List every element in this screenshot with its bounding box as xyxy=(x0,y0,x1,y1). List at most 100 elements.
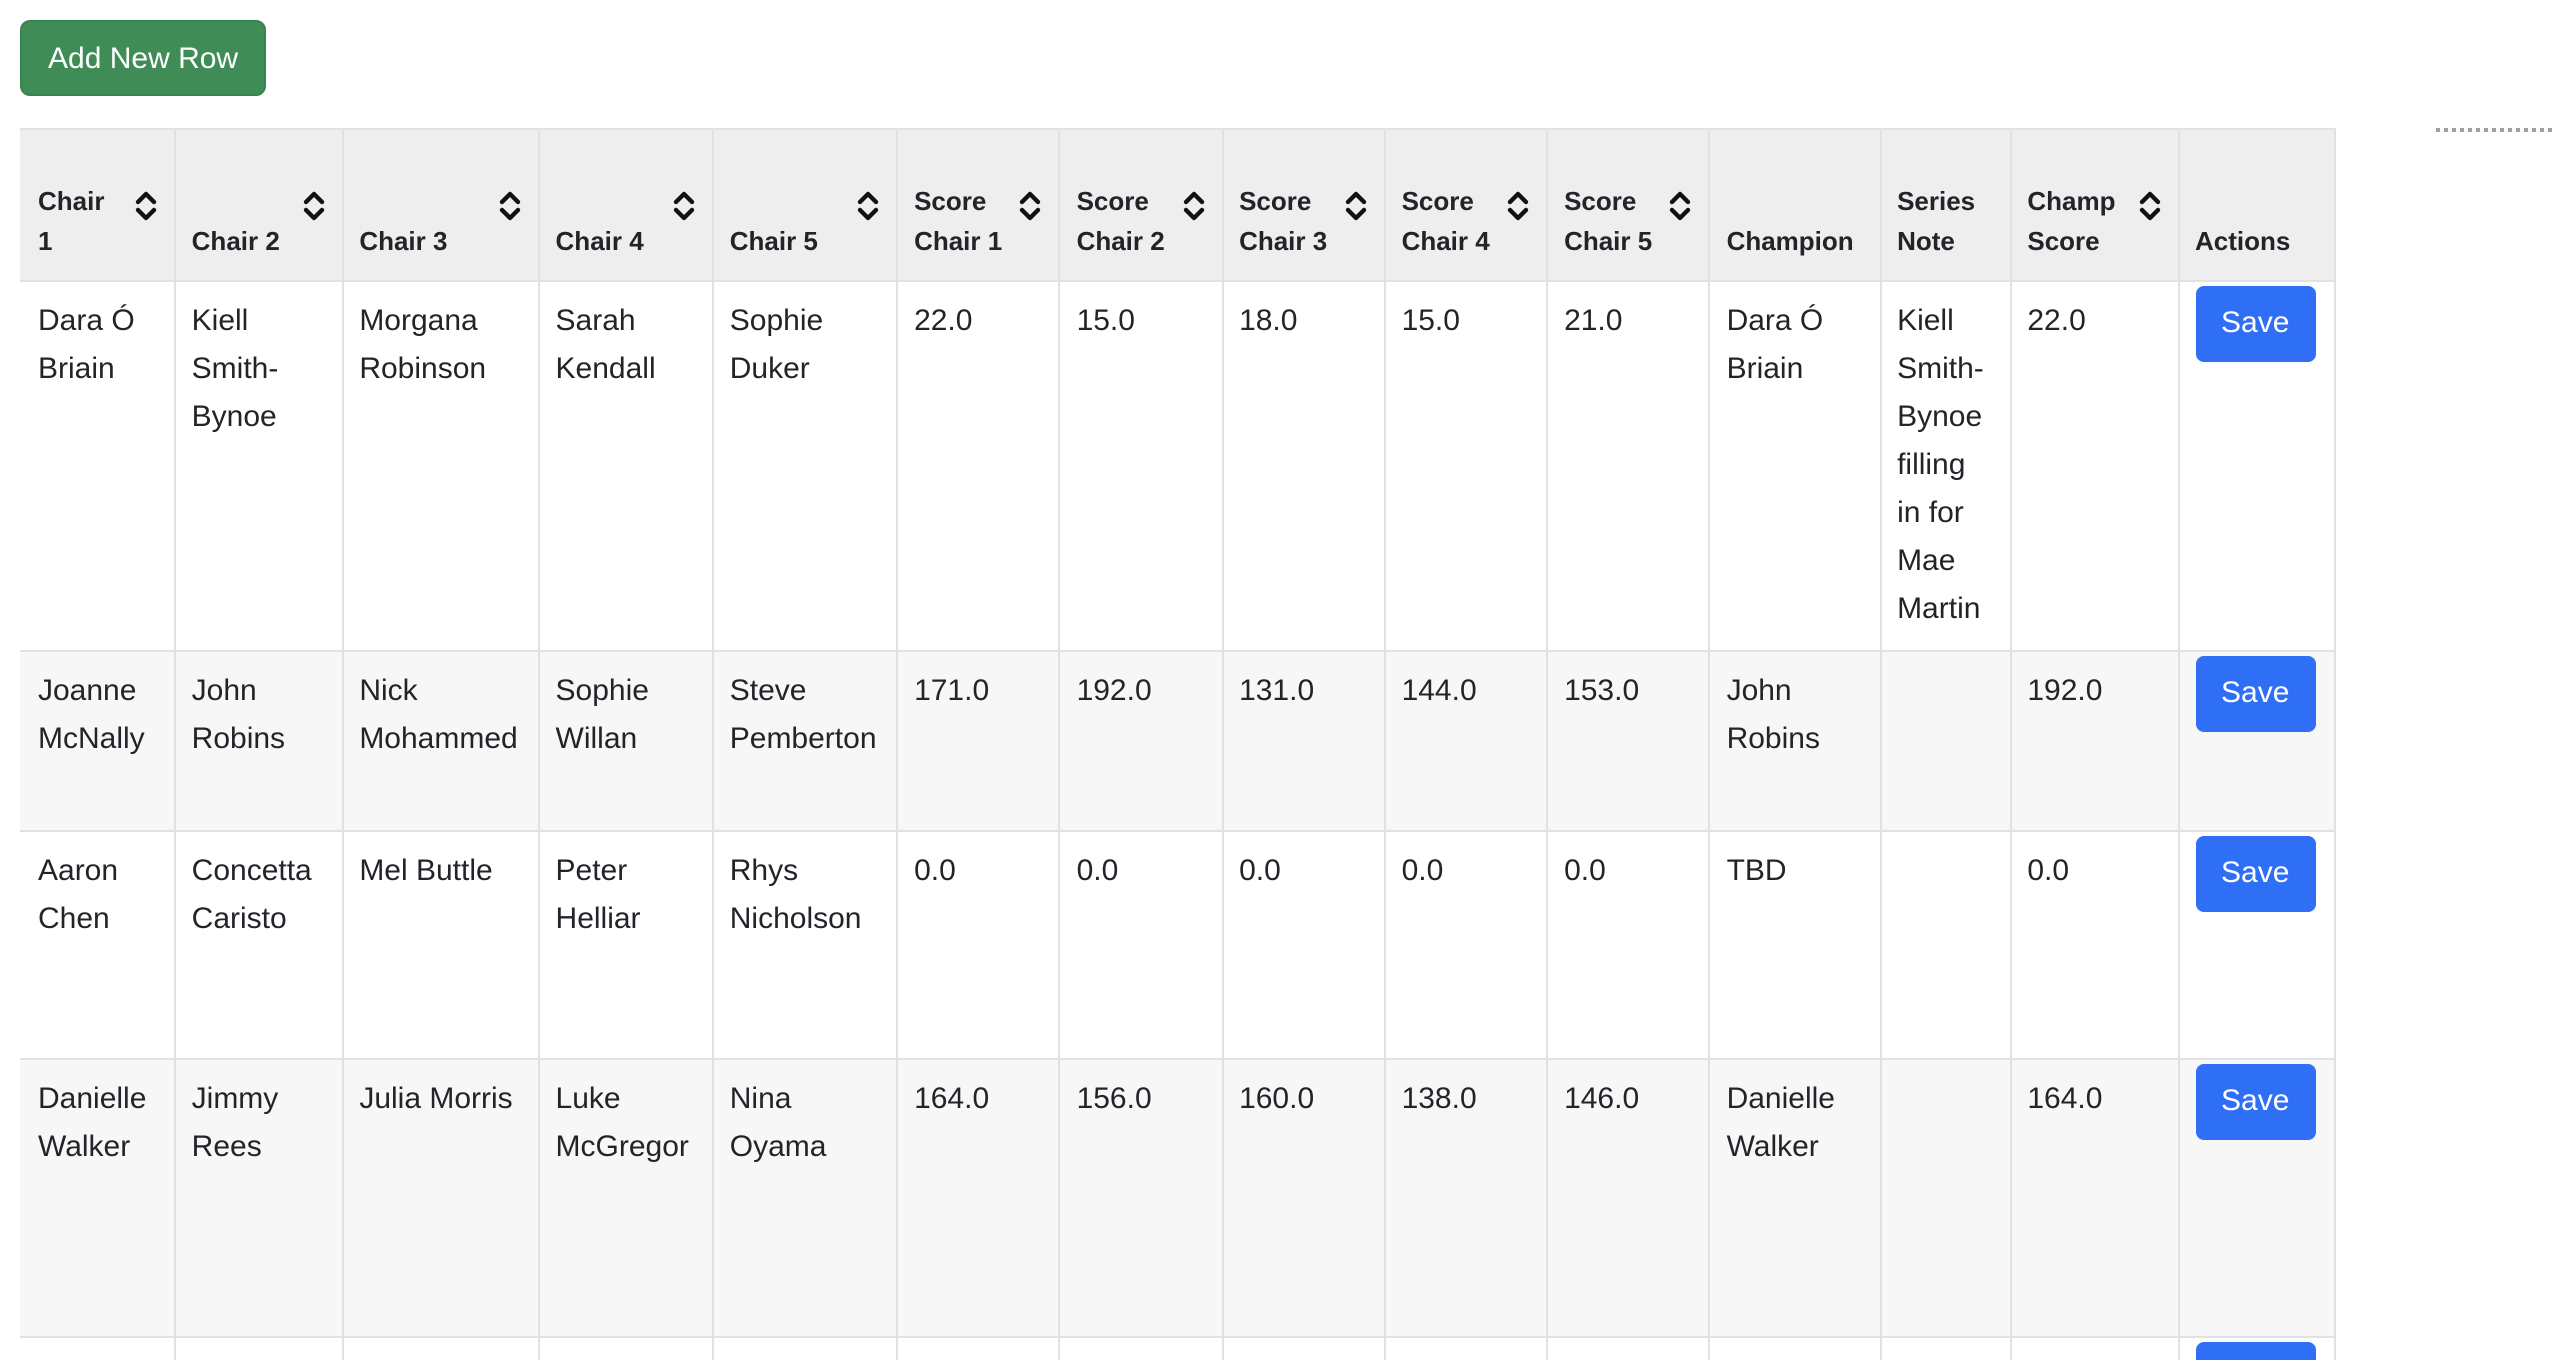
cell-score-4[interactable]: 0.0 xyxy=(1383,830,1549,1060)
cell-chair-1[interactable]: Joanne McNally xyxy=(20,650,176,832)
cell-score-5[interactable]: 21.0 xyxy=(1546,280,1711,652)
sort-icon[interactable] xyxy=(2137,190,2161,222)
column-header-actions: Actions xyxy=(2177,128,2337,282)
save-button[interactable]: Save xyxy=(2195,1342,2316,1360)
column-header-chair-3[interactable]: Chair 3 xyxy=(341,128,540,282)
cell-score-2[interactable]: 0.0 xyxy=(1058,830,1224,1060)
cell-series-note[interactable] xyxy=(1879,830,2012,1060)
cell-champ-score[interactable]: 164.0 xyxy=(2009,1058,2180,1338)
cell-score-3[interactable]: 160.0 xyxy=(1221,1058,1386,1338)
table-container[interactable]: Chair 1 Chair 2 Chair 3 Chair 4 Chair 5 xyxy=(20,128,2572,1360)
cell-score-1[interactable]: 153.0 xyxy=(896,1336,1061,1360)
column-header-score-chair-3[interactable]: Score Chair 3 xyxy=(1221,128,1386,282)
cell-score-4[interactable]: 159.0 xyxy=(1383,1336,1549,1360)
column-header-chair-2[interactable]: Chair 2 xyxy=(173,128,344,282)
cell-score-3[interactable]: 18.0 xyxy=(1221,280,1386,652)
cell-score-5[interactable]: 153.0 xyxy=(1546,650,1711,832)
column-header-score-chair-1[interactable]: Score Chair 1 xyxy=(896,128,1061,282)
sort-icon[interactable] xyxy=(856,190,880,222)
cell-chair-2[interactable]: John Robins xyxy=(173,650,344,832)
cell-chair-2[interactable]: Concetta Caristo xyxy=(173,830,344,1060)
sort-icon[interactable] xyxy=(498,190,522,222)
cell-champion[interactable]: TBD xyxy=(1708,830,1882,1060)
column-header-chair-5[interactable]: Chair 5 xyxy=(711,128,899,282)
column-header-score-chair-4[interactable]: Score Chair 4 xyxy=(1383,128,1549,282)
sort-icon[interactable] xyxy=(672,190,696,222)
cell-score-4[interactable]: 15.0 xyxy=(1383,280,1549,652)
cell-chair-1[interactable]: Dara Ó Briain xyxy=(20,280,176,652)
cell-chair-2[interactable]: Kiell Smith-Bynoe xyxy=(173,280,344,652)
cell-score-3[interactable]: 136.0 xyxy=(1221,1336,1386,1360)
cell-series-note[interactable] xyxy=(1879,1336,2012,1360)
sort-icon[interactable] xyxy=(1506,190,1530,222)
cell-champ-score[interactable]: 192.0 xyxy=(2009,650,2180,832)
column-header-chair-4[interactable]: Chair 4 xyxy=(537,128,714,282)
cell-chair-2[interactable]: Jimmy Rees xyxy=(173,1058,344,1338)
cell-chair-1[interactable]: Danielle Walker xyxy=(20,1058,176,1338)
cell-score-1[interactable]: 171.0 xyxy=(896,650,1061,832)
sort-icon[interactable] xyxy=(1669,190,1693,222)
cell-score-2[interactable]: 192.0 xyxy=(1058,650,1224,832)
cell-chair-3[interactable]: Julia Morris xyxy=(341,1058,540,1338)
cell-chair-1[interactable]: Hieni Leo’o Glo (aka Bubbah) xyxy=(20,1336,176,1360)
column-header-chair-1[interactable]: Chair 1 xyxy=(20,128,176,282)
cell-champion[interactable]: Melanie Bracewell xyxy=(1708,1336,1882,1360)
cell-chair-5[interactable]: Nina Oyama xyxy=(711,1058,899,1338)
cell-score-1[interactable]: 164.0 xyxy=(896,1058,1061,1338)
cell-score-1[interactable]: 0.0 xyxy=(896,830,1061,1060)
sort-icon[interactable] xyxy=(1019,190,1043,222)
save-button[interactable]: Save xyxy=(2195,286,2316,362)
cell-score-2[interactable]: 144.0 xyxy=(1058,1336,1224,1360)
cell-score-2[interactable]: 156.0 xyxy=(1058,1058,1224,1338)
column-header-score-chair-5[interactable]: Score Chair 5 xyxy=(1546,128,1711,282)
cell-chair-4[interactable]: Sophie Willan xyxy=(537,650,714,832)
cell-chair-4[interactable]: Peter Helliar xyxy=(537,830,714,1060)
cell-chair-3[interactable]: Nick Mohammed xyxy=(341,650,540,832)
column-header-label: Score Chair 2 xyxy=(1076,186,1165,256)
sort-icon[interactable] xyxy=(1181,190,1205,222)
save-button[interactable]: Save xyxy=(2195,656,2316,732)
cell-chair-5[interactable]: Sophie Duker xyxy=(711,280,899,652)
cell-series-note[interactable] xyxy=(1879,650,2012,832)
cell-champion[interactable]: John Robins xyxy=(1708,650,1882,832)
cell-series-note[interactable] xyxy=(1879,1058,2012,1338)
cell-actions: Save xyxy=(2177,1336,2337,1360)
sort-icon[interactable] xyxy=(1344,190,1368,222)
save-button[interactable]: Save xyxy=(2195,1064,2316,1140)
cell-score-5[interactable]: 146.0 xyxy=(1546,1058,1711,1338)
cell-score-1[interactable]: 22.0 xyxy=(896,280,1061,652)
sort-icon[interactable] xyxy=(301,190,325,222)
column-header-label: Chair 1 xyxy=(38,186,105,256)
cell-chair-5[interactable]: Rhys Nicholson xyxy=(711,830,899,1060)
cell-chair-5[interactable]: Ray O’Leary xyxy=(711,1336,899,1360)
table-row: Aaron Chen Concetta Caristo Mel Buttle P… xyxy=(20,830,2337,1060)
add-new-row-button[interactable]: Add New Row xyxy=(20,20,267,96)
column-header-label: Score Chair 4 xyxy=(1401,186,1490,256)
cell-score-5[interactable]: 0.0 xyxy=(1546,830,1711,1060)
cell-champ-score[interactable]: 0.0 xyxy=(2009,830,2180,1060)
cell-champion[interactable]: Danielle Walker xyxy=(1708,1058,1882,1338)
cell-chair-3[interactable]: Morgana Robinson xyxy=(341,280,540,652)
cell-score-4[interactable]: 144.0 xyxy=(1383,650,1549,832)
cell-chair-4[interactable]: Melanie Bracewell xyxy=(537,1336,714,1360)
cell-chair-1[interactable]: Aaron Chen xyxy=(20,830,176,1060)
cell-score-5[interactable]: 147.0 xyxy=(1546,1336,1711,1360)
cell-score-3[interactable]: 0.0 xyxy=(1221,830,1386,1060)
cell-chair-4[interactable]: Luke McGregor xyxy=(537,1058,714,1338)
cell-champion[interactable]: Dara Ó Briain xyxy=(1708,280,1882,652)
cell-score-4[interactable]: 138.0 xyxy=(1383,1058,1549,1338)
cell-score-3[interactable]: 131.0 xyxy=(1221,650,1386,832)
cell-chair-3[interactable]: Mel Buttle xyxy=(341,830,540,1060)
cell-series-note[interactable]: Kiell Smith-Bynoe filling in for Mae Mar… xyxy=(1879,280,2012,652)
save-button[interactable]: Save xyxy=(2195,836,2316,912)
cell-champ-score[interactable]: 159.0 xyxy=(2009,1336,2180,1360)
column-header-score-chair-2[interactable]: Score Chair 2 xyxy=(1058,128,1224,282)
cell-chair-2[interactable]: Dai Henwood xyxy=(173,1336,344,1360)
column-header-champ-score[interactable]: Champ Score xyxy=(2009,128,2180,282)
cell-chair-5[interactable]: Steve Pemberton xyxy=(711,650,899,832)
cell-champ-score[interactable]: 22.0 xyxy=(2009,280,2180,652)
sort-icon[interactable] xyxy=(134,190,158,222)
cell-score-2[interactable]: 15.0 xyxy=(1058,280,1224,652)
cell-chair-4[interactable]: Sarah Kendall xyxy=(537,280,714,652)
cell-chair-3[interactable]: Karen O’Leary xyxy=(341,1336,540,1360)
